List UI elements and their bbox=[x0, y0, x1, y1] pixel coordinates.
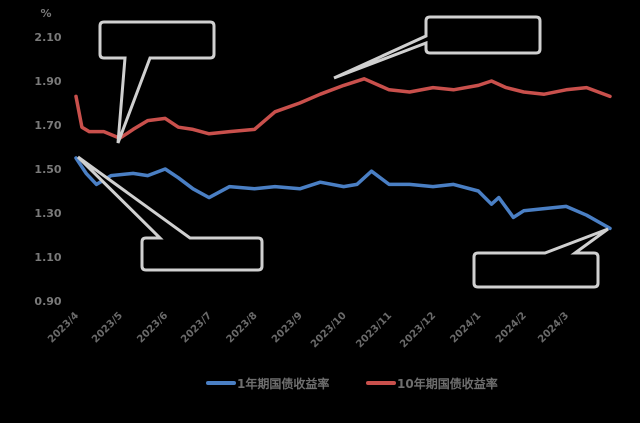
plot-area bbox=[74, 77, 612, 231]
legend-label-10y: 10年期国债收益率 bbox=[397, 376, 498, 391]
legend: 1年期国债收益率 10年期国债收益率 bbox=[206, 376, 498, 391]
y-tick-label: 1.50 bbox=[34, 163, 61, 176]
legend-label-1y: 1年期国债收益率 bbox=[237, 376, 329, 391]
x-tick-label: 2024/1 bbox=[448, 310, 483, 345]
x-axis: 2023/4 2023/5 2023/6 2023/7 2023/8 2023/9 2023… bbox=[46, 310, 571, 350]
x-tick-label: 2023/9 bbox=[270, 310, 305, 345]
series-line-10y bbox=[74, 77, 612, 140]
series-line-1y bbox=[74, 156, 612, 231]
y-tick-label: 1.10 bbox=[34, 251, 61, 264]
y-tick-label: 1.90 bbox=[34, 75, 61, 88]
x-tick-label: 2024/2 bbox=[494, 310, 529, 345]
y-tick-label: 1.30 bbox=[34, 207, 61, 220]
y-axis-unit: % bbox=[40, 7, 51, 20]
callout-annotation-3 bbox=[76, 155, 264, 272]
x-tick-label: 2023/12 bbox=[398, 310, 438, 350]
x-tick-label: 2023/5 bbox=[90, 310, 125, 345]
x-tick-label: 2023/6 bbox=[135, 310, 170, 345]
x-tick-label: 2023/4 bbox=[46, 310, 81, 345]
y-tick-label: 2.10 bbox=[34, 31, 61, 44]
callout-annotation-4 bbox=[472, 227, 609, 289]
callout-annotation-1 bbox=[98, 20, 216, 144]
x-tick-label: 2024/3 bbox=[536, 310, 571, 345]
y-tick-label: 0.90 bbox=[34, 295, 61, 308]
x-tick-label: 2023/10 bbox=[309, 310, 349, 350]
y-tick-label: 1.70 bbox=[34, 119, 61, 132]
x-tick-label: 2023/7 bbox=[179, 310, 214, 345]
legend-item-1y[interactable]: 1年期国债收益率 bbox=[206, 376, 329, 391]
callout-annotation-2 bbox=[333, 15, 542, 80]
y-axis: 2.10 1.90 1.70 1.50 1.30 1.10 0.90 bbox=[34, 31, 61, 308]
x-tick-label: 2023/8 bbox=[225, 310, 260, 345]
x-tick-label: 2023/11 bbox=[354, 310, 394, 350]
legend-item-10y[interactable]: 10年期国债收益率 bbox=[366, 376, 498, 391]
